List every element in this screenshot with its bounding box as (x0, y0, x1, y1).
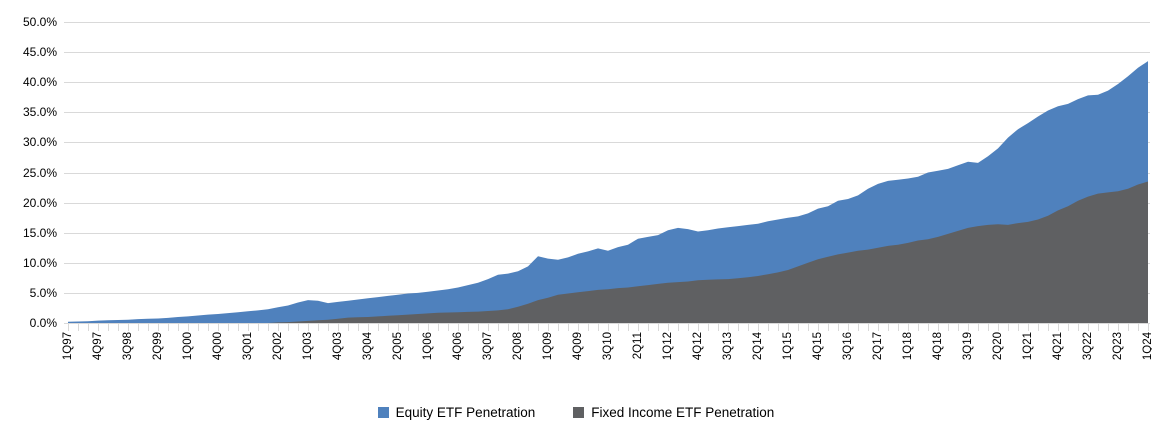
x-axis-label: 2Q14 (752, 332, 764, 361)
x-axis-label: 3Q01 (242, 332, 254, 361)
y-axis-label: 25.0% (22, 165, 57, 180)
x-axis-label: 3Q98 (122, 332, 134, 361)
x-axis-label: 4Q18 (932, 332, 944, 361)
x-axis-label: 1Q18 (902, 332, 914, 361)
x-axis-label: 1Q06 (422, 332, 434, 361)
equity-legend-label: Equity ETF Penetration (395, 404, 536, 420)
equity-legend-swatch (377, 406, 389, 418)
y-axis-label: 30.0% (22, 135, 57, 150)
x-axis-label: 2Q20 (992, 332, 1004, 361)
legend: Equity ETF Penetration Fixed Income ETF … (0, 402, 1152, 422)
x-axis-label: 2Q17 (872, 332, 884, 361)
y-axis-label: 35.0% (22, 105, 57, 120)
x-axis-label: 2Q02 (272, 332, 284, 361)
x-axis-label: 2Q05 (392, 332, 404, 361)
x-axis-label: 2Q99 (152, 332, 164, 361)
legend-item-fixed-income: Fixed Income ETF Penetration (573, 405, 774, 420)
y-axis-label: 5.0% (29, 285, 57, 300)
x-axis-label: 4Q97 (92, 332, 104, 361)
x-axis-label: 1Q21 (1022, 332, 1034, 361)
x-axis-label: 1Q03 (302, 332, 314, 361)
y-axis-label: 15.0% (22, 225, 57, 240)
x-axis-label: 3Q07 (482, 332, 494, 361)
x-axis-label: 4Q12 (692, 332, 704, 361)
x-axis-label: 3Q22 (1082, 332, 1094, 361)
x-axis-label: 4Q03 (332, 332, 344, 361)
fixed-income-area (268, 181, 1148, 323)
y-axis-label: 40.0% (22, 75, 57, 90)
x-axis-label: 3Q13 (722, 332, 734, 361)
x-axis-label: 4Q06 (452, 332, 464, 361)
x-axis-label: 1Q12 (662, 332, 674, 361)
x-axis-label: 1Q09 (542, 332, 554, 361)
x-axis-label: 3Q04 (362, 332, 374, 361)
x-axis-label: 4Q09 (572, 332, 584, 361)
x-axis-label: 1Q00 (182, 332, 194, 361)
fixed-income-legend-label: Fixed Income ETF Penetration (591, 404, 775, 420)
x-axis-label: 2Q11 (632, 332, 644, 360)
x-axis-label: 4Q15 (812, 332, 824, 361)
y-axis-label: 10.0% (22, 255, 57, 270)
x-axis-label: 2Q08 (512, 332, 524, 361)
x-axis-label: 3Q19 (962, 332, 974, 361)
y-axis-label: 50.0% (22, 15, 57, 29)
legend-item-equity: Equity ETF Penetration (377, 404, 536, 420)
x-axis-label: 4Q00 (212, 332, 224, 361)
y-axis-label: 45.0% (22, 45, 57, 60)
y-axis-label: 20.0% (22, 195, 57, 210)
x-axis-label: 1Q15 (782, 332, 794, 361)
x-axis-label: 3Q16 (842, 332, 854, 361)
y-axis-label: 0.0% (29, 316, 57, 330)
x-axis-label: 2Q23 (1112, 332, 1124, 361)
x-axis-label: 4Q21 (1052, 332, 1064, 361)
x-axis-label: 3Q10 (602, 332, 614, 361)
x-axis-label: 1Q97 (62, 332, 74, 361)
x-axis-label: 1Q24 (1142, 332, 1152, 361)
fixed-income-legend-swatch (573, 406, 585, 418)
